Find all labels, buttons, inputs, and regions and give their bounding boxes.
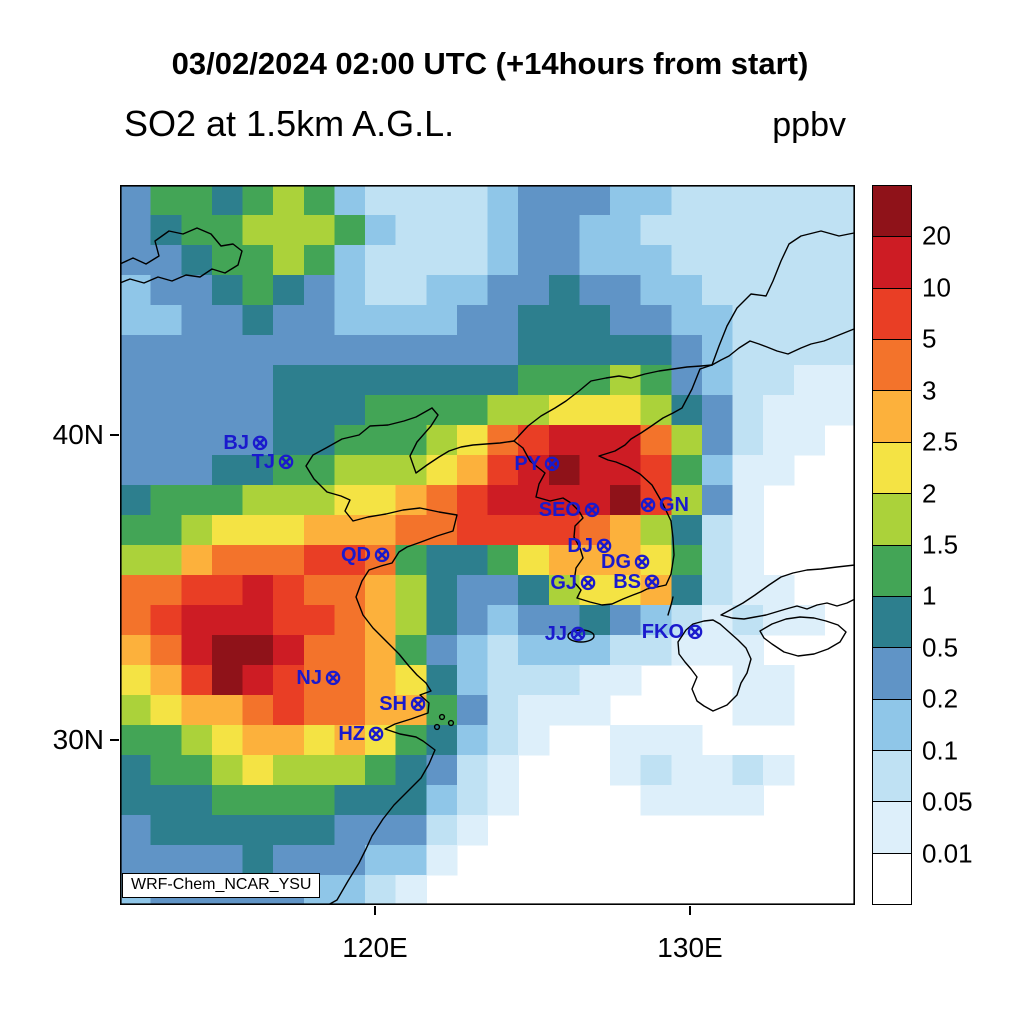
map-panel: BJ ⊗ TJ ⊗ PY ⊗ SEO ⊗ GN ⊗ QD ⊗ DJ ⊗ DG ⊗ GJ ⊗ BS ⊗ JJ ⊗ FKO ⊗ NJ… [120,185,855,905]
colorbar-label-1.5: 1.5 [922,529,959,560]
colorbar-segment [873,648,911,700]
colorbar-label-3: 3 [922,375,937,406]
colorbar-label-2: 2 [922,478,937,509]
colorbar-segment [873,442,911,495]
colorbar-label-0.1: 0.1 [922,735,959,766]
city-marker-bj-icon: ⊗ [251,432,269,455]
colorbar-label-1: 1 [922,580,937,611]
colorbar-label-0.5: 0.5 [922,632,959,663]
so2-heatmap [120,185,855,905]
colorbar [872,185,912,905]
y-axis-label-40n: 40N [52,419,104,450]
city-marker-jj-icon: ⊗ [569,623,587,646]
colorbar-segment [873,545,911,597]
colorbar-segment [873,802,911,854]
x-axis-label-130e: 130E [657,932,723,963]
city-label-dj: DJ [567,535,593,557]
x-axis-label-120e: 120E [342,932,408,963]
y-axis-label-30n: 30N [52,724,104,755]
figure-title: 03/02/2024 02:00 UTC (+14hours from star… [171,46,809,81]
colorbar-segment [873,596,911,649]
colorbar-label-20: 20 [922,220,951,251]
colorbar-segment [873,699,911,751]
colorbar-label-5: 5 [922,323,937,354]
colorbar-segment [873,237,911,289]
x-axis-tick-120e [374,906,376,915]
city-label-gj: GJ [550,572,577,594]
city-label-jj: JJ [545,623,567,645]
city-marker-sh-icon: ⊗ [409,693,427,716]
colorbar-label-0.2: 0.2 [922,683,959,714]
city-marker-gj-icon: ⊗ [579,572,597,595]
city-marker-gn-icon: ⊗ [639,494,657,517]
city-marker-bs-icon: ⊗ [643,571,661,594]
city-markers: BJ ⊗TJ ⊗ PY ⊗SEO ⊗ GN⊗QD ⊗ DJ ⊗DG ⊗GJ ⊗ BS ⊗JJ ⊗ FKO ⊗NJ… [223,432,703,746]
variable-label: SO2 at 1.5km A.G.L. [124,103,455,144]
map-border [120,185,855,905]
city-label-nj: NJ [296,667,322,689]
city-marker-seo-icon: ⊗ [583,499,601,522]
city-marker-hz-icon: ⊗ [367,723,385,746]
colorbar-label-2.5: 2.5 [922,426,959,457]
city-marker-dj-icon: ⊗ [595,535,613,558]
city-label-fko: FKO [642,621,684,643]
city-marker-qd-icon: ⊗ [373,544,391,567]
colorbar-segment [873,186,911,238]
city-marker-dg-icon: ⊗ [633,551,651,574]
city-label-sh: SH [379,693,407,715]
colorbar-segment [873,750,911,803]
city-label-dg: DG [601,551,631,573]
colorbar-label-0.01: 0.01 [922,838,973,869]
coastlines-and-borders [120,227,855,905]
colorbar-segment [873,340,911,392]
colorbar-label-0.05: 0.05 [922,786,973,817]
city-label-seo: SEO [539,499,581,521]
colorbar-segment [873,288,911,341]
model-credit: WRF-Chem_NCAR_YSU [122,873,321,898]
city-label-bs: BS [613,571,641,593]
city-marker-fko-icon: ⊗ [686,621,704,644]
units-label: ppbv [772,106,846,144]
x-axis-tick-130e [689,906,691,915]
colorbar-segment [873,853,911,905]
jeju-island-outline [567,629,595,643]
city-label-qd: QD [341,544,371,566]
city-marker-nj-icon: ⊗ [324,667,342,690]
y-axis-tick-40n [110,434,119,436]
city-marker-py-icon: ⊗ [543,453,561,476]
y-axis-tick-30n [110,739,119,741]
city-label-bj: BJ [223,432,249,454]
so2-map: BJ ⊗TJ ⊗ PY ⊗SEO ⊗ GN⊗QD ⊗ DJ ⊗DG ⊗GJ ⊗ BS ⊗JJ ⊗ FKO ⊗NJ… [120,185,855,905]
colorbar-label-10: 10 [922,272,951,303]
city-label-tj: TJ [252,451,275,473]
city-label-hz: HZ [338,723,365,745]
city-label-gn: GN [659,494,689,516]
colorbar-segment [873,494,911,546]
colorbar-segment [873,391,911,443]
city-marker-tj-icon: ⊗ [277,451,295,474]
city-label-py: PY [514,453,541,475]
